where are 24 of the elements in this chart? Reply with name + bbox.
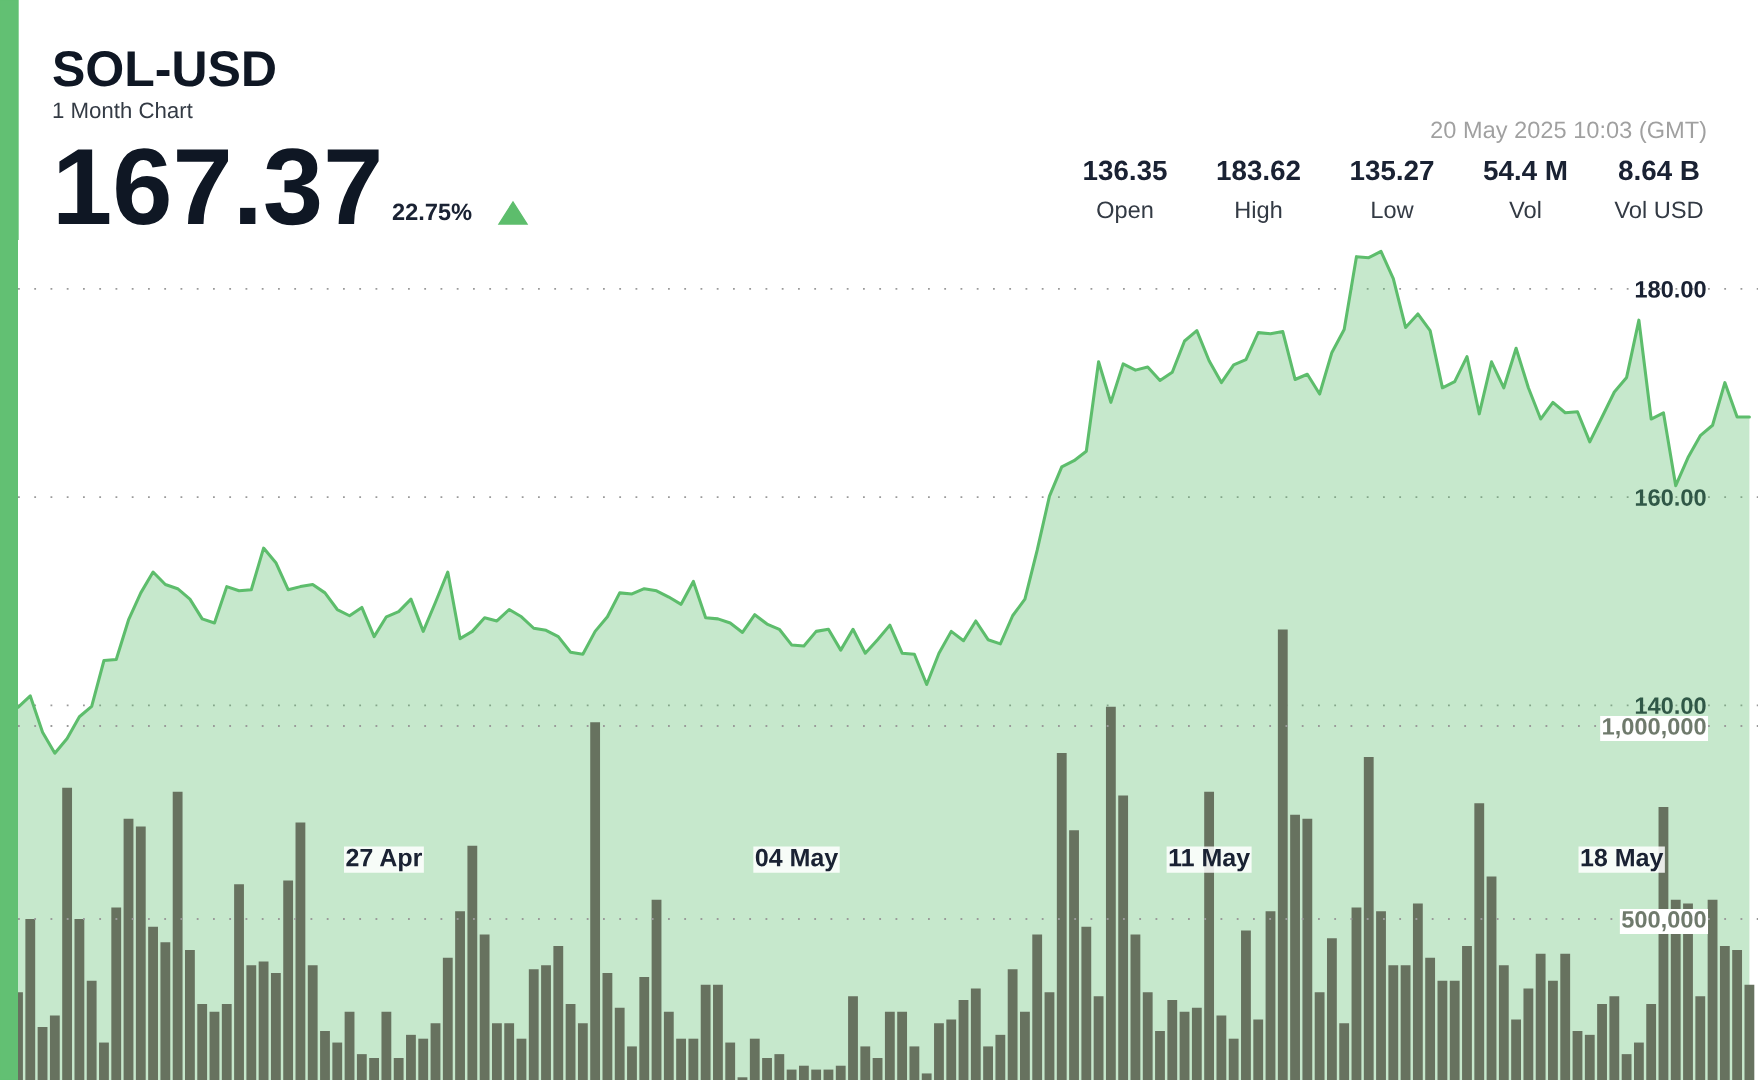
x-tick-label: 18 May — [1581, 848, 1664, 872]
text: 167.37 — [58, 148, 379, 226]
text: Low — [1372, 201, 1414, 219]
text: 54.4 M — [1483, 160, 1567, 181]
chart-subtitle: 1 Month Chart — [53, 101, 193, 119]
x-tick-label: 11 May — [1169, 848, 1250, 872]
x-tick-label: 04 May — [755, 848, 839, 872]
text: 22.75% — [392, 203, 472, 221]
text: Open — [1097, 201, 1153, 223]
text: High — [1236, 200, 1282, 223]
y-tick-label: 180.00 — [1635, 280, 1706, 298]
text: 183.62 — [1217, 160, 1300, 181]
text: 135.27 — [1351, 160, 1434, 181]
text: 136.35 — [1084, 160, 1167, 181]
y2-tick-label: 500,000 — [1622, 911, 1706, 932]
y-tick-label: 160.00 — [1635, 489, 1706, 506]
text: 8.64 B — [1618, 160, 1699, 181]
chart-title: SOL-USD — [53, 51, 275, 87]
text: Vol — [1509, 200, 1541, 219]
text: 20 May 2025 10:03 (GMT) — [1431, 120, 1706, 143]
text: Vol USD — [1614, 200, 1703, 219]
y-tick-label: 140.00 — [1635, 697, 1706, 715]
y2-tick-label: 1,000,000 — [1603, 718, 1706, 739]
x-tick-label: 27 Apr — [346, 848, 422, 872]
